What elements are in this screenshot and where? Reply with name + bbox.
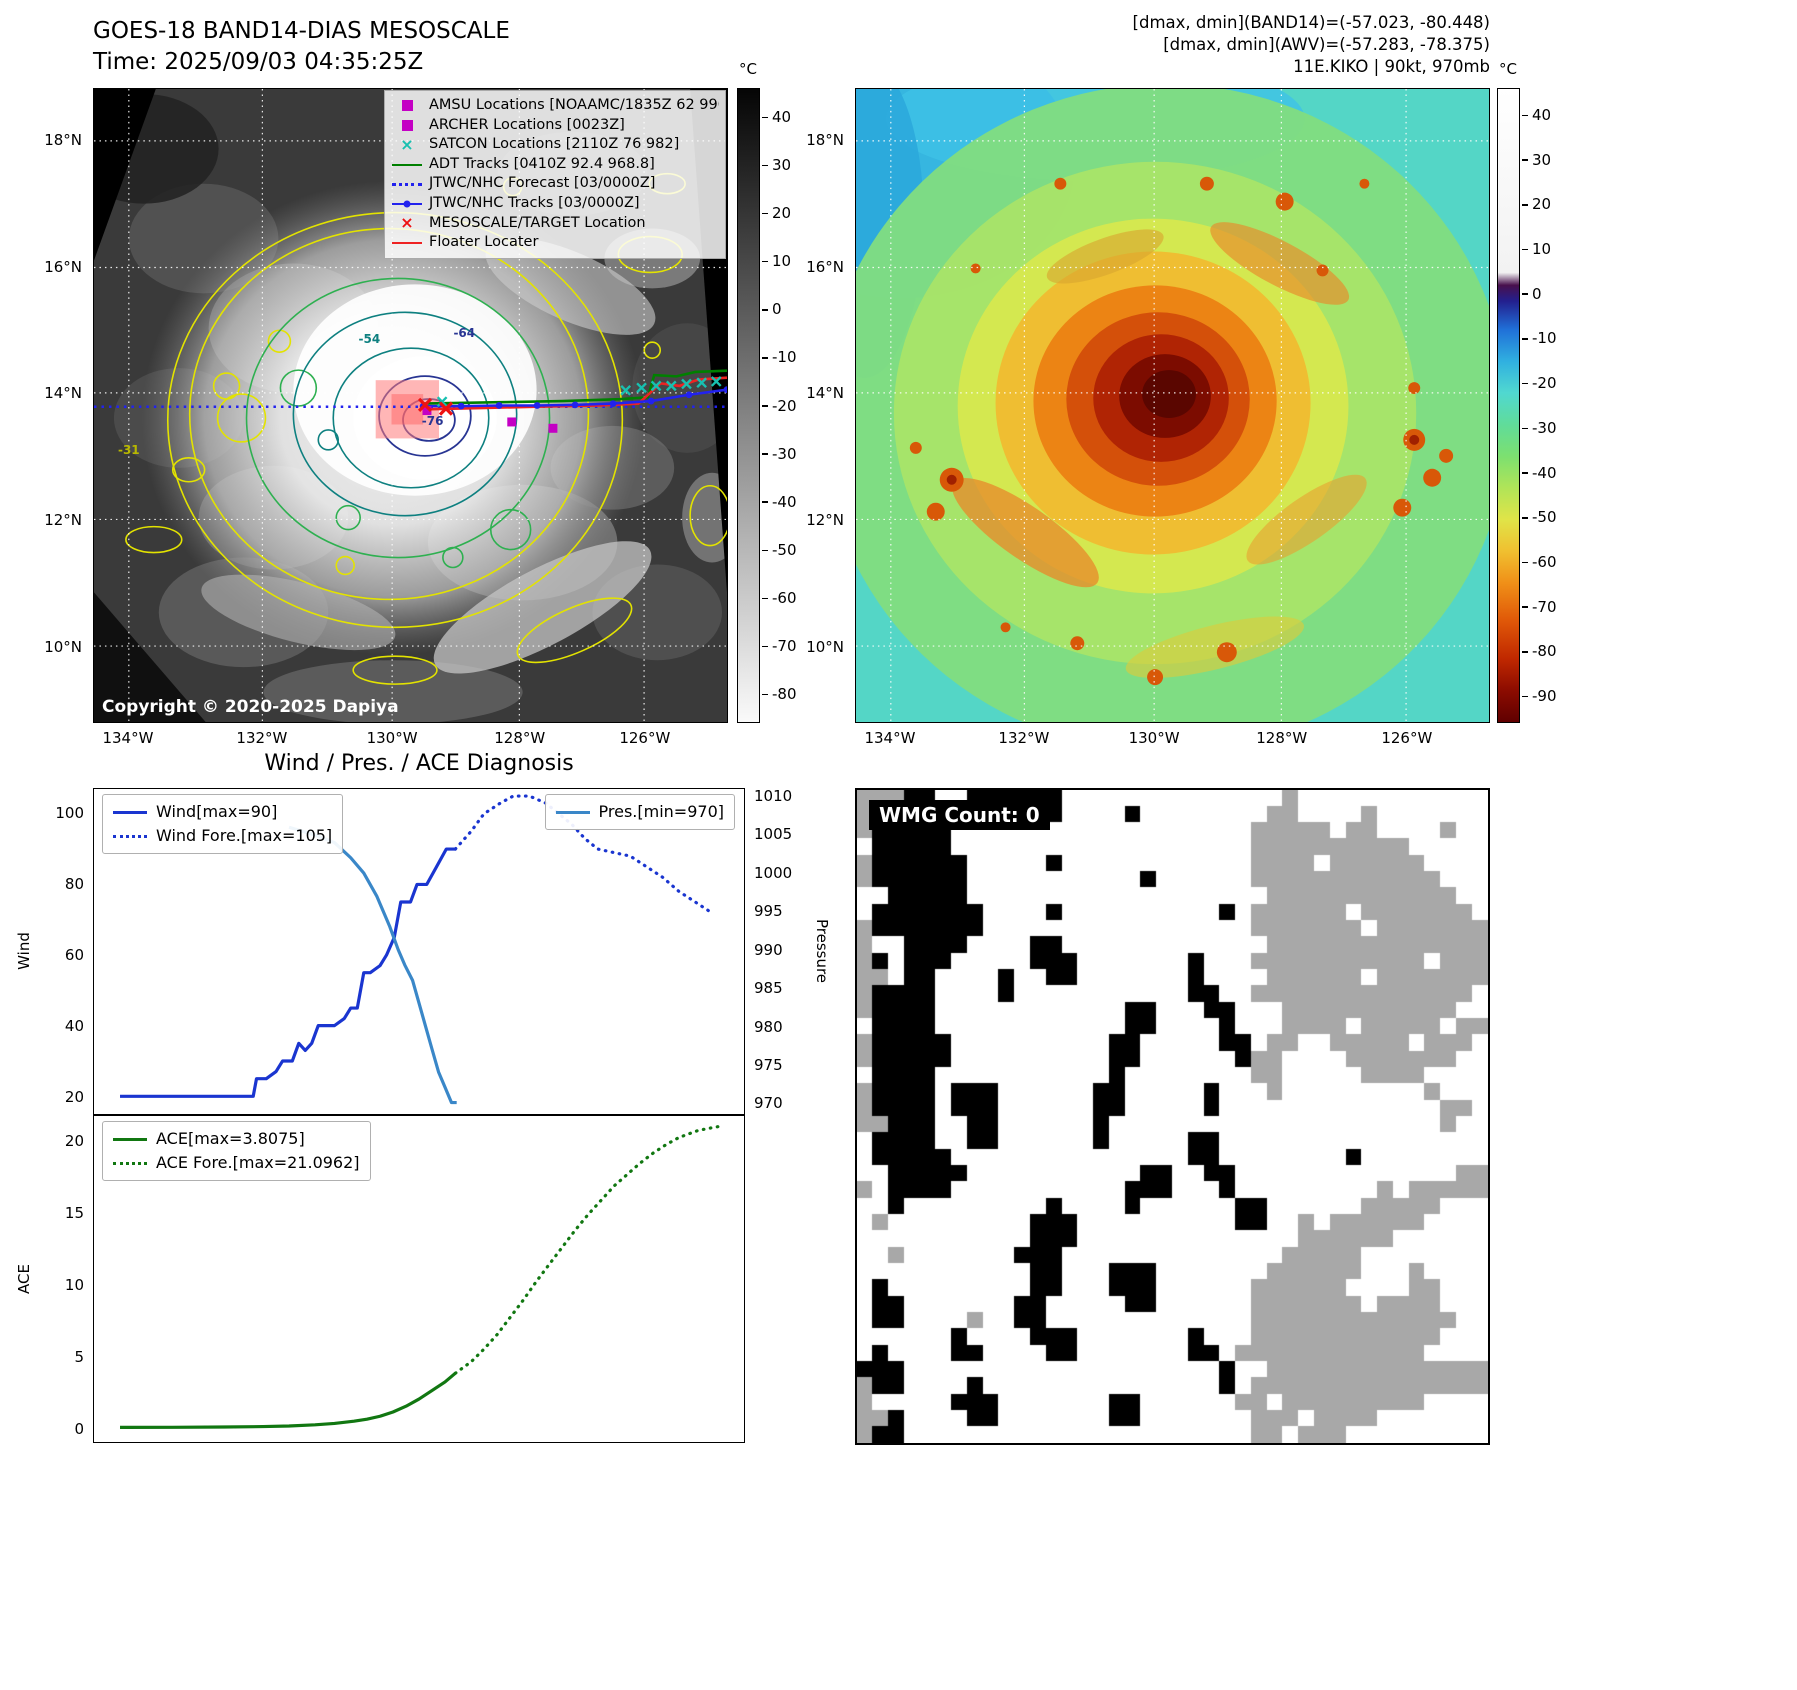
wind-pressure-chart: Wind[max=90] Wind Fore.[max=105] Pres.[mi… xyxy=(93,788,745,1115)
chart-legend-entry: Wind Fore.[max=105] xyxy=(113,824,332,848)
pressure-legend: Pres.[min=970] xyxy=(544,794,735,830)
map-legend-entry: ADT Tracks [0410Z 92.4 968.8] xyxy=(391,155,719,175)
pressure-axis-label: Pressure xyxy=(813,918,831,984)
storm-id-intensity: 11E.KIKO | 90kt, 970mb xyxy=(1293,57,1490,76)
map-legend-entry: Floater Locater xyxy=(391,233,719,253)
ace-chart: ACE[max=3.8075] ACE Fore.[max=21.0962] xyxy=(93,1115,745,1443)
color-colorbar xyxy=(1497,88,1520,723)
map-legend-entry: × SATCON Locations [2110Z 76 982] xyxy=(400,135,680,154)
map-legend: AMSU Locations [NOAAMC/1835Z 62 990] ARCH… xyxy=(384,90,726,259)
wmg-mask-panel: WMG Count: 0 xyxy=(855,788,1490,1445)
colorbar-left-ticks: 40 30 20 10 0 -10 -20 -30 -40 -50 -60 -70 -80 xyxy=(762,88,824,723)
green-contours xyxy=(245,277,551,569)
map1-lat-axis: 18°N 16°N 14°N 12°N 10°N xyxy=(44,131,82,656)
map-legend-entry: × MESOSCALE/TARGET Location xyxy=(400,213,646,233)
awv-color-map-panel xyxy=(855,88,1490,723)
colorbar-right-ticks: 40 30 20 10 0 -10 -20 -30 -40 -50 -60 -70 -80 -90 xyxy=(1522,88,1584,723)
ace-axis-label: ACE xyxy=(15,1264,33,1294)
wmg-mask-image xyxy=(857,790,1488,1443)
copyright-text: Copyright © 2020-2025 Dapiya xyxy=(102,697,399,717)
map-legend-entry: JTWC/NHC Tracks [03/0000Z] xyxy=(391,194,719,214)
map-legend-entry: JTWC/NHC Forecast [03/0000Z] xyxy=(391,174,719,194)
dmax-dmin-awv: [dmax, dmin](AWV)=(-57.283, -78.375) xyxy=(1163,35,1490,54)
map-legend-entry: ARCHER Locations [0023Z] xyxy=(391,116,719,136)
wind-axis-label: Wind xyxy=(15,932,33,970)
teal-contours xyxy=(292,311,518,517)
map2-lon-axis: 134°W 132°W 130°W 128°W 126°W xyxy=(864,729,1433,747)
colorbar-right-unit: °C xyxy=(1499,60,1517,78)
ace-plot xyxy=(120,1124,723,1429)
diagnosis-title: Wind / Pres. / ACE Diagnosis xyxy=(264,751,574,776)
ace-yticks: 0 5 10 15 20 xyxy=(64,1131,84,1438)
map1-lon-axis: 134°W 132°W 130°W 128°W 126°W xyxy=(102,729,671,747)
dmax-dmin-band14: [dmax, dmin](BAND14)=(-57.023, -80.448) xyxy=(1132,13,1490,32)
map-legend-entry: AMSU Locations [NOAAMC/1835Z 62 990] xyxy=(391,96,719,116)
map1-title: GOES-18 BAND14-DIAS MESOSCALE xyxy=(93,18,510,44)
ace-legend: ACE[max=3.8075] ACE Fore.[max=21.0962] xyxy=(102,1121,371,1181)
map1-title-block: GOES-18 BAND14-DIAS MESOSCALE Time: 2025… xyxy=(93,16,510,78)
chart-legend-entry: ACE[max=3.8075] xyxy=(113,1127,360,1151)
chart-legend-entry: Wind[max=90] xyxy=(113,800,332,824)
chart-legend-entry: ACE Fore.[max=21.0962] xyxy=(113,1151,360,1175)
map2-lat-axis: 18°N 16°N 14°N 12°N 10°N xyxy=(806,131,844,656)
grayscale-colorbar xyxy=(737,88,760,723)
map1-time: Time: 2025/09/03 04:35:25Z xyxy=(93,49,424,75)
color-ir-satellite-image xyxy=(856,89,1489,722)
wind-legend: Wind[max=90] Wind Fore.[max=105] xyxy=(102,794,344,854)
colorbar-left-unit: °C xyxy=(739,60,757,78)
wind-pressure-plot xyxy=(120,794,714,1105)
goes-band14-map-panel: -54 -64 -76 -31 AMSU Locations [NOAAMC/1835… xyxy=(93,88,728,723)
pressure-yticks: 970 975 980 985 990 995 1000 1005 1010 xyxy=(754,786,793,1113)
wmg-count-label: WMG Count: 0 xyxy=(869,800,1050,830)
warm-speckles xyxy=(909,176,1454,686)
chart-legend-entry: Pres.[min=970] xyxy=(555,800,724,824)
header-right: [dmax, dmin](BAND14)=(-57.023, -80.448) … xyxy=(1133,12,1490,78)
wind-yticks: 20 40 60 80 100 xyxy=(55,803,84,1107)
